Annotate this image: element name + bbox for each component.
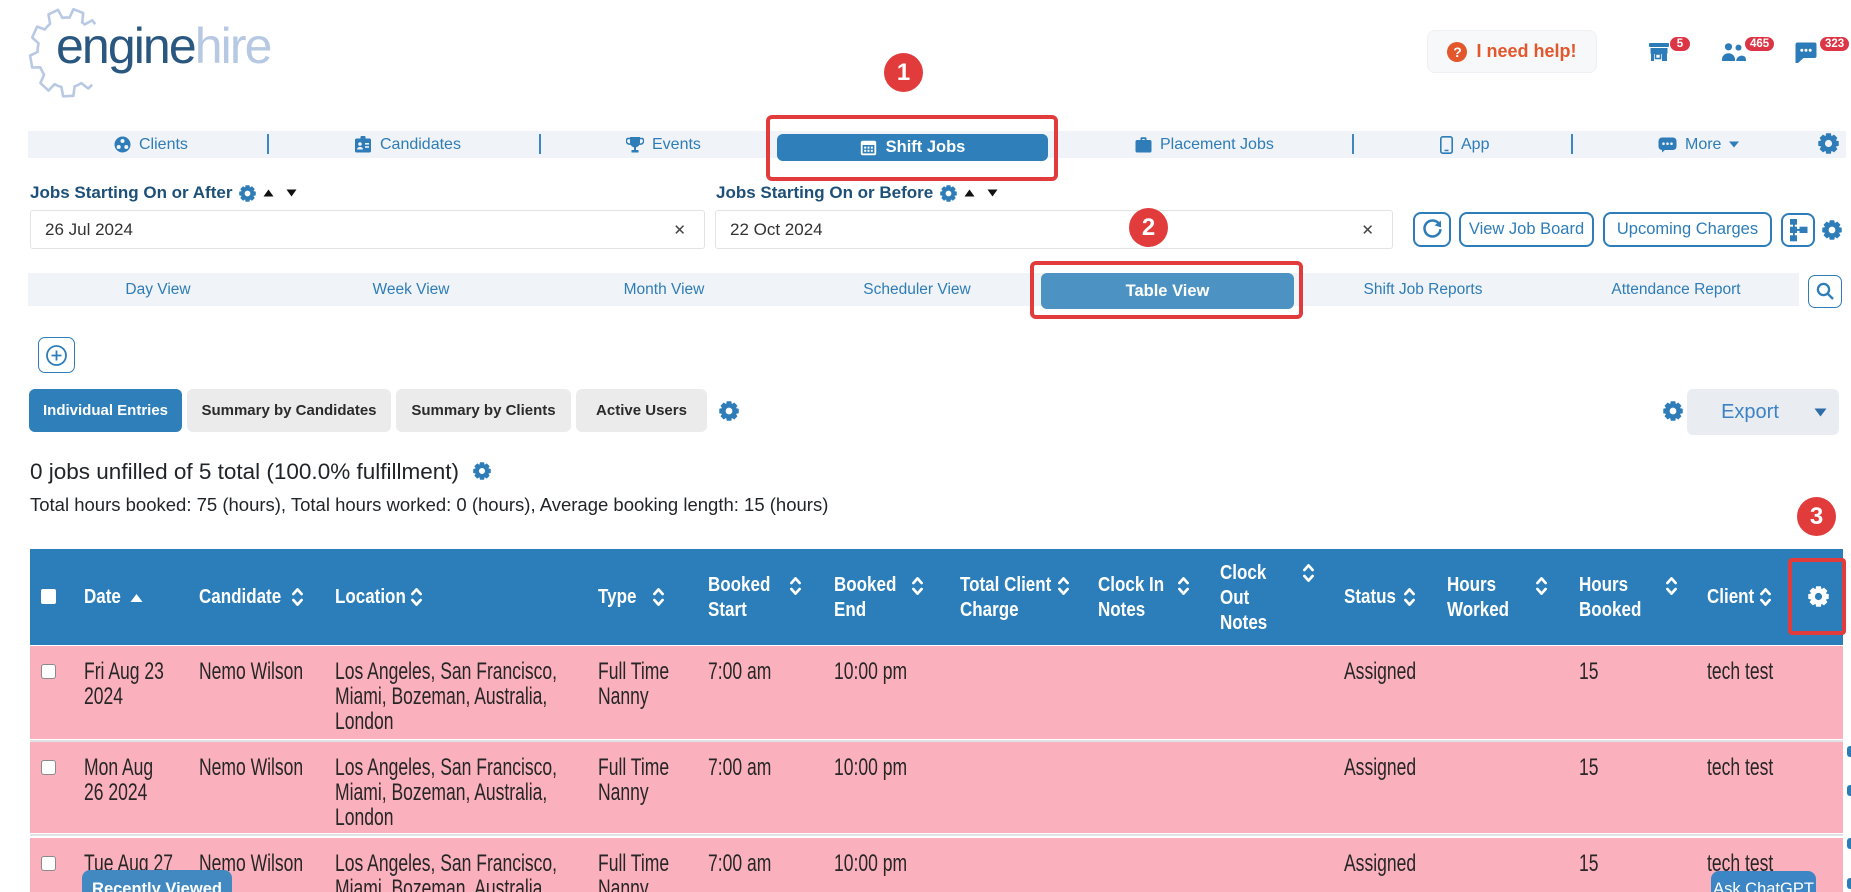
svg-text:enginehire: enginehire — [56, 18, 271, 74]
